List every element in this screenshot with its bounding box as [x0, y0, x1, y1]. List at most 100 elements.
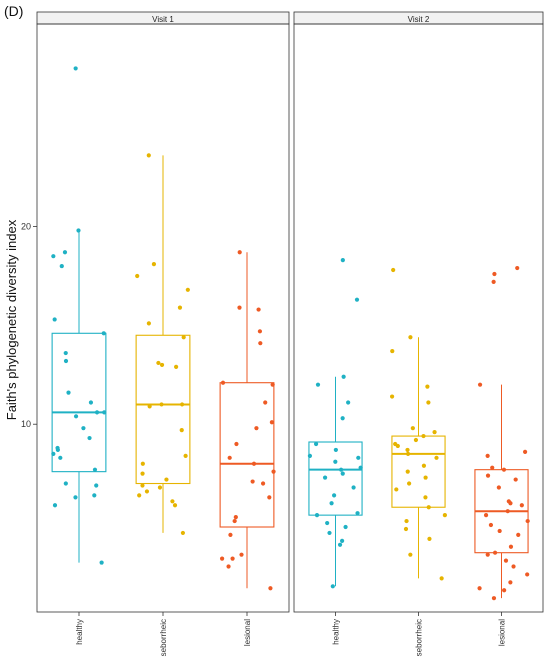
x-tick-label: seborrheic	[159, 619, 168, 656]
data-point	[239, 552, 244, 557]
data-point	[237, 250, 242, 255]
data-point	[180, 402, 185, 407]
facet-strip-label: Visit 1	[152, 15, 174, 24]
data-point	[88, 400, 94, 405]
data-point	[58, 455, 63, 460]
facet-panel: Visit 2 healthy seborrheic lesional	[293, 11, 544, 656]
box-iqr	[308, 441, 363, 516]
data-point	[508, 544, 514, 549]
data-point	[183, 453, 188, 458]
data-point	[140, 461, 145, 466]
data-point	[228, 532, 233, 538]
data-point	[490, 465, 495, 470]
data-point	[94, 483, 99, 488]
data-point	[230, 556, 235, 561]
y-tick-label: 20	[21, 222, 31, 232]
data-point	[501, 467, 507, 472]
data-point	[63, 350, 68, 356]
data-point	[502, 588, 507, 593]
data-point	[51, 254, 56, 259]
data-point	[340, 416, 345, 421]
data-point	[421, 463, 427, 468]
data-point	[477, 586, 482, 591]
data-point	[102, 410, 107, 415]
data-point	[270, 382, 275, 387]
data-point	[394, 487, 399, 492]
data-point	[513, 477, 518, 482]
box-group-lesional: lesional	[474, 265, 530, 646]
data-point	[407, 481, 412, 486]
data-point	[405, 469, 410, 474]
data-point	[427, 536, 432, 541]
box-group-seborrheic: seborrheic	[389, 267, 447, 656]
data-point	[408, 335, 413, 340]
data-point	[488, 522, 494, 528]
data-point	[389, 394, 395, 399]
data-point	[227, 455, 232, 460]
data-point	[391, 267, 396, 273]
data-point	[404, 518, 409, 524]
data-point	[144, 489, 150, 494]
facet-panel: Visit 1 healthy seborrheic lesional	[36, 11, 290, 656]
box-group-healthy: healthy	[51, 66, 107, 645]
data-point	[503, 558, 509, 563]
data-point	[341, 374, 346, 379]
box-iqr	[219, 382, 275, 528]
data-point	[497, 528, 502, 534]
data-point	[137, 493, 142, 498]
data-point	[442, 513, 447, 518]
data-point	[343, 524, 348, 530]
data-point	[491, 596, 497, 601]
data-point	[307, 453, 313, 458]
data-point	[439, 576, 444, 581]
data-point	[52, 503, 58, 508]
data-point	[338, 467, 344, 472]
data-point	[346, 400, 351, 405]
data-point	[426, 400, 431, 405]
x-tick-label: lesional	[498, 619, 507, 646]
data-point	[522, 449, 528, 454]
data-point	[181, 335, 186, 340]
data-point	[314, 513, 320, 518]
data-point	[63, 481, 68, 486]
data-point	[329, 501, 334, 506]
data-point	[51, 451, 56, 456]
data-point	[426, 505, 431, 510]
data-point	[63, 358, 69, 364]
data-point	[159, 402, 164, 407]
box-iqr	[391, 435, 446, 508]
data-point	[185, 287, 190, 292]
data-point	[180, 530, 186, 536]
data-point	[351, 485, 356, 490]
data-point	[410, 426, 415, 431]
data-point	[179, 428, 184, 433]
x-tick-label: seborrheic	[415, 619, 424, 656]
data-point	[340, 258, 345, 263]
data-point	[354, 297, 360, 302]
y-axis-label: Faith's phylogenetic diversity index	[4, 219, 19, 420]
data-point	[267, 495, 272, 500]
data-point	[395, 443, 400, 449]
data-point	[390, 348, 395, 354]
data-point	[99, 560, 104, 565]
data-point	[322, 475, 328, 480]
data-point	[525, 518, 530, 524]
data-point	[92, 467, 98, 472]
data-point	[146, 321, 151, 326]
data-point	[515, 265, 520, 271]
data-point	[140, 483, 145, 488]
data-point	[87, 435, 92, 441]
data-point	[157, 485, 163, 490]
facet-strip-label: Visit 2	[408, 15, 430, 24]
data-point	[496, 485, 501, 490]
data-point	[337, 542, 343, 547]
data-point	[220, 380, 226, 385]
x-tick-label: healthy	[75, 619, 84, 645]
data-point	[234, 441, 239, 447]
y-tick-label: 10	[21, 419, 31, 429]
data-point	[355, 511, 360, 516]
data-point	[159, 362, 165, 368]
data-point	[226, 564, 231, 569]
data-point	[423, 495, 428, 500]
